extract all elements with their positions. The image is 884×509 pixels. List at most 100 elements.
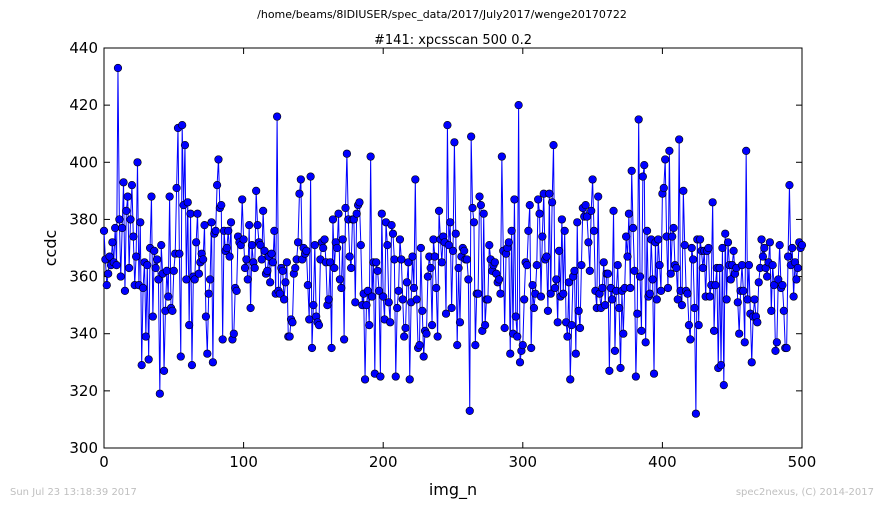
data-point — [441, 309, 451, 318]
data-point — [291, 263, 300, 273]
data-point — [451, 229, 460, 238]
data-point — [362, 301, 371, 310]
data-point — [610, 346, 620, 355]
data-point — [200, 221, 209, 230]
data-point — [616, 363, 625, 373]
data-point — [549, 141, 558, 150]
data-point — [186, 209, 195, 218]
data-point — [515, 358, 525, 367]
data-point — [183, 198, 192, 207]
data-point — [384, 298, 393, 307]
data-point — [747, 358, 756, 367]
data-point — [723, 238, 733, 247]
data-point — [395, 235, 405, 244]
data-point — [355, 198, 364, 207]
data-point — [159, 366, 169, 375]
data-point — [386, 318, 395, 327]
data-point — [434, 206, 444, 215]
data-point — [621, 232, 631, 241]
data-point — [360, 375, 370, 384]
y-tick-label: 300 — [69, 439, 98, 457]
data-point — [178, 121, 187, 130]
data-point — [552, 275, 561, 284]
data-point — [450, 138, 459, 147]
data-point — [663, 283, 673, 293]
data-point — [709, 326, 719, 335]
data-point — [564, 278, 573, 287]
data-point — [168, 306, 177, 315]
data-point — [190, 275, 199, 284]
data-point — [154, 275, 163, 284]
data-point — [475, 192, 484, 201]
data-point — [557, 215, 566, 224]
data-point — [250, 263, 259, 273]
data-point — [661, 155, 670, 164]
data-point — [506, 349, 515, 358]
data-point — [165, 192, 174, 201]
data-point — [467, 132, 476, 141]
data-point — [408, 252, 417, 261]
data-point — [402, 278, 412, 287]
data-point — [613, 261, 622, 270]
data-point — [554, 246, 564, 255]
data-point — [401, 323, 410, 333]
data-point — [400, 332, 409, 341]
data-point — [397, 255, 406, 264]
data-point — [532, 261, 541, 270]
data-point — [716, 361, 726, 370]
data-point — [619, 329, 628, 338]
x-axis-label: img_n — [429, 480, 477, 500]
data-point — [279, 295, 289, 304]
data-point — [194, 269, 204, 278]
data-point — [753, 318, 762, 327]
data-point — [203, 349, 212, 358]
data-point — [307, 343, 317, 353]
data-point — [224, 226, 233, 235]
data-point — [598, 283, 607, 293]
data-point — [672, 263, 681, 273]
data-point — [335, 275, 345, 284]
data-point — [698, 263, 707, 273]
data-point — [762, 272, 772, 281]
data-point — [545, 189, 554, 198]
data-point — [226, 218, 236, 227]
data-point — [783, 252, 793, 261]
data-point — [779, 306, 788, 315]
data-point — [690, 303, 699, 313]
data-point — [309, 301, 318, 310]
data-point — [172, 183, 181, 193]
data-point — [437, 258, 446, 267]
data-point — [432, 283, 441, 293]
x-tick-label: 200 — [369, 453, 398, 471]
data-point — [341, 203, 350, 213]
data-point — [363, 286, 372, 295]
data-point — [199, 255, 208, 264]
data-point — [342, 149, 352, 158]
data-point — [481, 321, 490, 330]
data-point — [388, 229, 398, 238]
data-point — [256, 241, 265, 250]
data-point — [722, 295, 731, 304]
data-point — [782, 343, 791, 353]
x-tick-label: 0 — [99, 453, 109, 471]
data-point — [260, 246, 269, 255]
data-point — [123, 192, 132, 201]
data-point — [750, 295, 759, 304]
data-point — [320, 235, 329, 244]
data-point — [691, 409, 701, 418]
data-point — [743, 295, 752, 304]
data-point — [534, 195, 543, 204]
data-point — [575, 323, 585, 333]
data-point — [510, 195, 519, 204]
data-point — [694, 321, 703, 330]
data-point — [573, 218, 582, 227]
data-point — [119, 178, 128, 187]
data-point — [525, 201, 534, 210]
x-tick-label: 300 — [508, 453, 537, 471]
data-point — [433, 332, 442, 341]
data-point — [282, 258, 291, 267]
data-point — [566, 375, 575, 384]
data-point — [367, 292, 377, 301]
data-point — [635, 272, 645, 281]
